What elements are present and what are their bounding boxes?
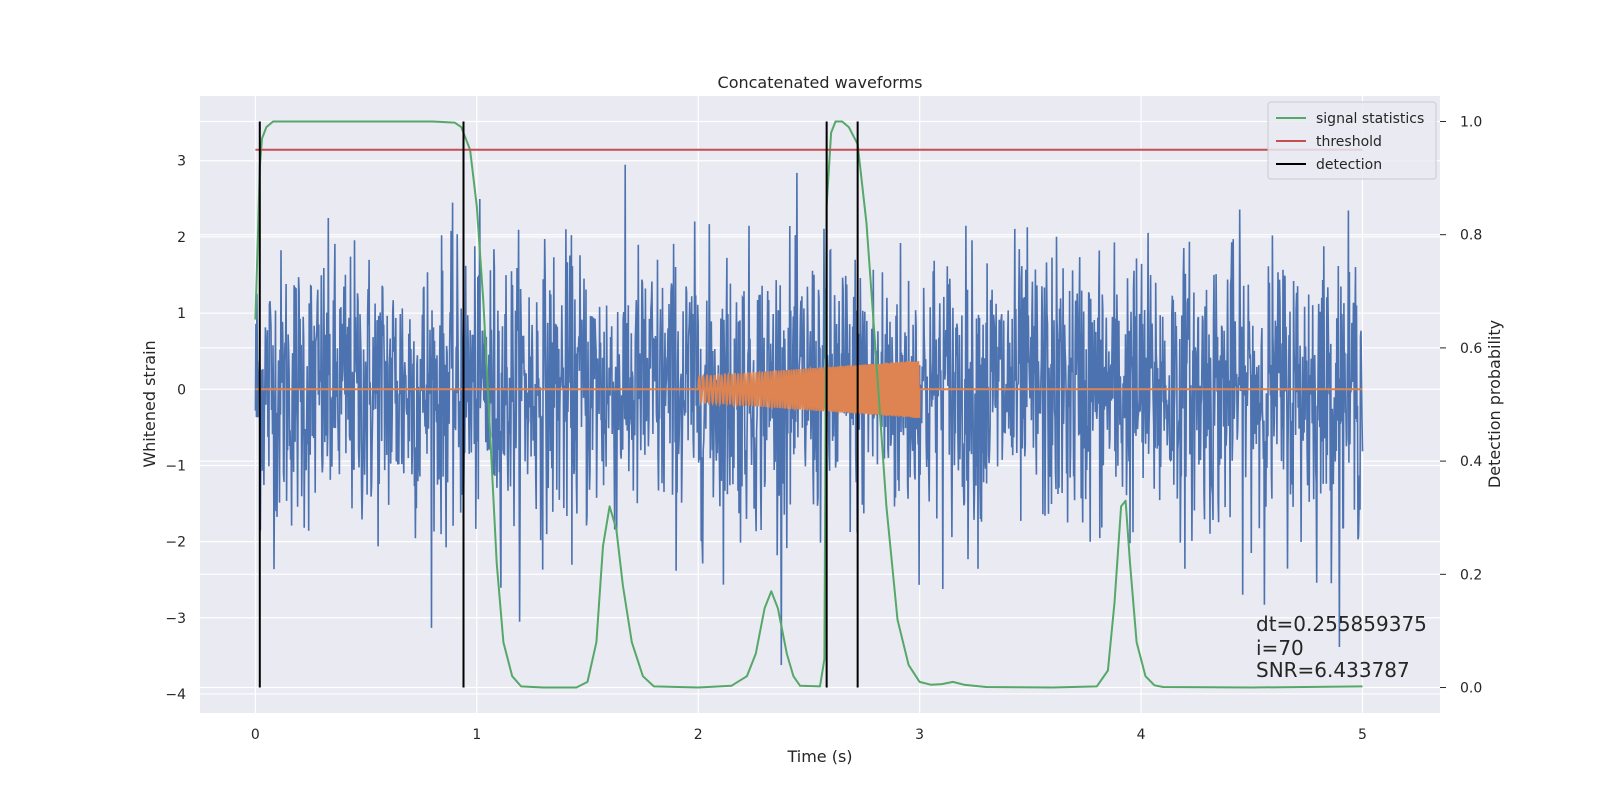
y-tick-label: 1 [177, 306, 186, 322]
y-tick-label: −3 [165, 611, 186, 627]
y-right-tick-label: 1.0 [1460, 114, 1482, 130]
x-axis-label: Time (s) [786, 747, 852, 766]
legend-label: detection [1316, 157, 1382, 173]
chart-title: Concatenated waveforms [718, 73, 923, 92]
series-layer [254, 120, 1364, 689]
y-right-tick-label: 0.2 [1460, 567, 1482, 583]
y-right-tick-label: 0.0 [1460, 681, 1482, 697]
ticks: 0 1 2 3 4 5 −4 −3 −2 −1 0 1 2 3 0.0 0.2 0.4 0.6 0.8 1.0 [165, 114, 1482, 743]
y-tick-label: −2 [165, 535, 186, 551]
y-tick-label: −4 [165, 687, 186, 703]
y-right-tick-label: 0.8 [1460, 228, 1482, 244]
x-tick-label: 3 [915, 727, 924, 743]
legend: signal statistics threshold detection [1267, 101, 1437, 180]
y-right-tick-label: 0.6 [1460, 341, 1482, 357]
y-right-axis-label: Detection probability [1485, 320, 1504, 488]
annotation-text: i=70 [1256, 636, 1304, 660]
y-tick-label: 0 [177, 382, 186, 398]
annotation-text: SNR=6.433787 [1256, 658, 1410, 682]
legend-label: signal statistics [1316, 111, 1424, 127]
y-tick-label: 3 [177, 154, 186, 170]
x-tick-label: 1 [472, 727, 481, 743]
annotation-text: dt=0.255859375 [1256, 612, 1427, 636]
y-tick-label: −1 [165, 458, 186, 474]
x-tick-label: 0 [251, 727, 260, 743]
template-chirp-line [697, 361, 921, 418]
legend-label: threshold [1316, 134, 1382, 150]
y-right-tick-label: 0.4 [1460, 454, 1482, 470]
x-tick-label: 5 [1358, 727, 1367, 743]
x-tick-label: 2 [694, 727, 703, 743]
x-tick-label: 4 [1137, 727, 1146, 743]
y-tick-label: 2 [177, 230, 186, 246]
y-axis-label: Whitened strain [140, 340, 159, 467]
legend-box [1267, 101, 1437, 180]
